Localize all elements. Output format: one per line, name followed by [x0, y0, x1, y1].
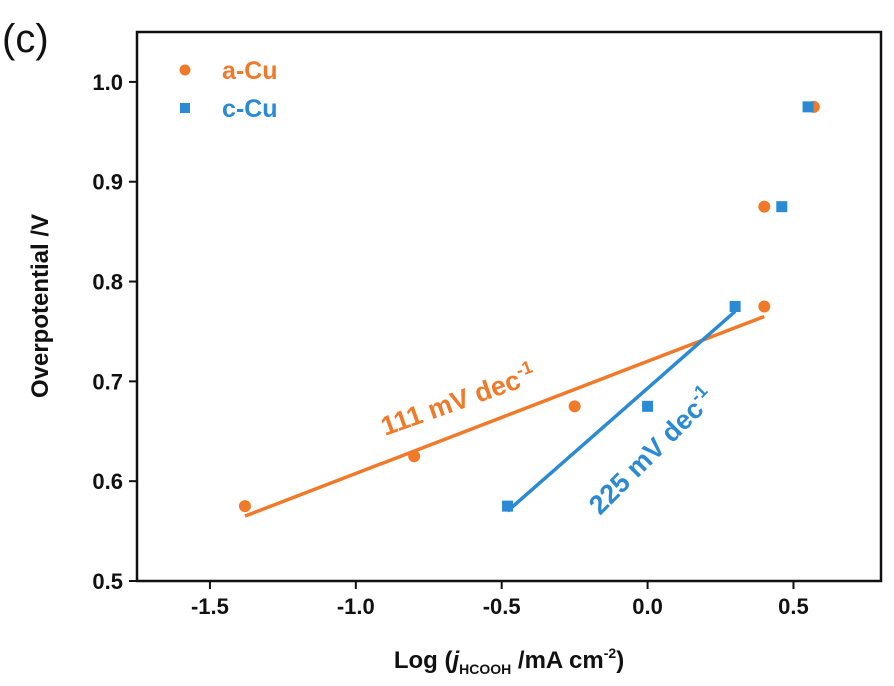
x-axis-title-sub: HCOOH	[459, 661, 511, 677]
plot-frame	[135, 30, 883, 583]
legend: a-Cu c-Cu	[179, 57, 278, 123]
x-tick-label: 0.5	[778, 594, 809, 619]
x-axis-title-mid: /mA cm	[511, 647, 603, 674]
x-tick-label: 0.0	[632, 594, 663, 619]
y-axis-title: Overpotential /V	[27, 214, 54, 398]
data-points	[238, 100, 820, 513]
x-axis-title-j: j	[449, 647, 460, 674]
fit-label-a-cu-text: 111 mV dec	[377, 365, 524, 442]
y-tick-label: 0.6	[92, 469, 123, 494]
y-tick-label: 0.8	[92, 270, 123, 295]
x-axis-title-post: )	[616, 647, 624, 674]
data-point-c-cu	[729, 301, 741, 312]
data-point-c-cu	[502, 500, 514, 512]
y-tick-label: 0.9	[92, 170, 123, 195]
x-axis-title: Log (jHCOOH /mA cm-2)	[394, 645, 624, 677]
panel-label: (c)	[2, 17, 49, 61]
data-point-c-cu	[642, 400, 654, 412]
fit-line-c-cu	[506, 310, 737, 513]
data-point-c-cu	[802, 101, 814, 113]
fit-line-a-cu	[244, 314, 765, 518]
x-axis-ticks: -1.5 -1.0 -0.5 0.0 0.5	[191, 581, 809, 619]
data-point-a-cu	[758, 300, 771, 313]
y-axis-ticks: 0.5 0.6 0.7 0.8 0.9 1.0	[92, 70, 137, 594]
data-point-c-cu	[776, 201, 788, 213]
x-tick-label: -1.5	[191, 594, 229, 619]
fit-label-a-cu: 111 mV dec-1	[376, 357, 539, 442]
fit-label-c-cu-text: 225 mV dec	[583, 394, 709, 520]
fit-lines	[244, 310, 765, 518]
legend-label-a-cu: a-Cu	[222, 57, 278, 85]
y-tick-label: 0.5	[92, 569, 123, 594]
legend-marker-a-cu	[179, 64, 191, 76]
x-tick-label: -0.5	[483, 594, 521, 619]
data-point-a-cu	[238, 500, 251, 513]
x-axis-title-sup: -2	[604, 645, 617, 661]
legend-label-c-cu: c-Cu	[222, 95, 278, 123]
data-point-a-cu	[568, 400, 581, 413]
fit-label-a-cu-sup: -1	[513, 357, 535, 381]
y-tick-label: 0.7	[92, 369, 123, 394]
x-axis-title-pre: Log (	[394, 647, 453, 674]
data-point-a-cu	[408, 450, 421, 463]
y-tick-label: 1.0	[92, 70, 123, 95]
legend-marker-c-cu	[180, 103, 190, 113]
x-tick-label: -1.0	[337, 594, 375, 619]
data-point-a-cu	[758, 200, 771, 213]
